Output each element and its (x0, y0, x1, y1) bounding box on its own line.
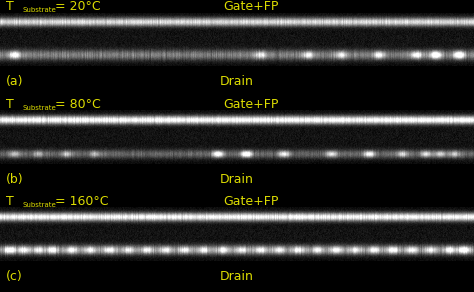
Text: = 80°C: = 80°C (55, 98, 100, 111)
Text: Substrate: Substrate (23, 8, 56, 13)
Text: Drain: Drain (220, 75, 254, 88)
Text: (c): (c) (6, 270, 22, 283)
Text: Gate+FP: Gate+FP (223, 98, 278, 111)
Text: T: T (6, 98, 13, 111)
Text: Drain: Drain (220, 270, 254, 283)
Text: T: T (6, 1, 13, 13)
Text: Gate+FP: Gate+FP (223, 195, 278, 208)
Text: Drain: Drain (220, 173, 254, 186)
Text: (b): (b) (6, 173, 23, 186)
Text: = 160°C: = 160°C (55, 195, 108, 208)
Text: T: T (6, 195, 13, 208)
Text: Gate+FP: Gate+FP (223, 1, 278, 13)
Text: (a): (a) (6, 75, 23, 88)
Text: = 20°C: = 20°C (55, 1, 100, 13)
Text: Substrate: Substrate (23, 105, 56, 111)
Text: Substrate: Substrate (23, 202, 56, 208)
